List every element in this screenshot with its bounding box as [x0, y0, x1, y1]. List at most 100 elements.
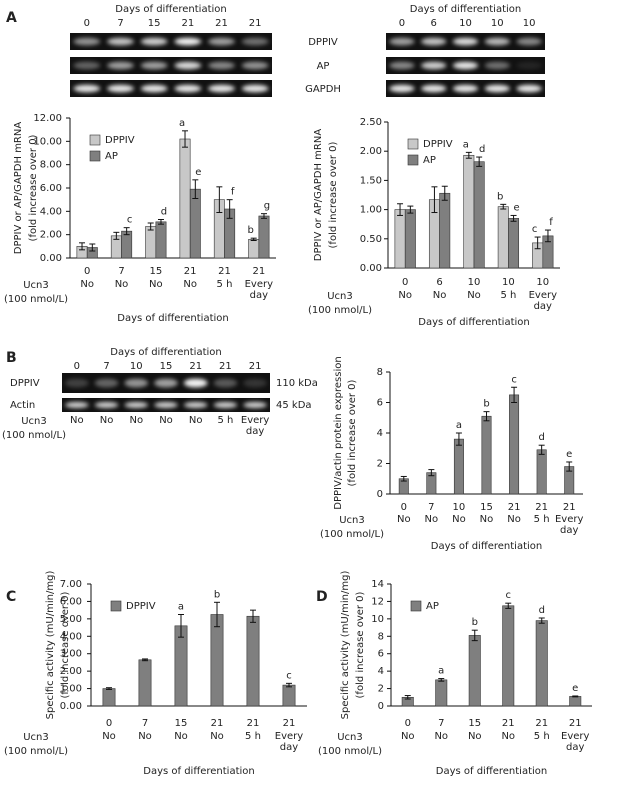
- ucn3-label: (100 nmol/L): [4, 746, 68, 757]
- ucn3-value-box: No: [174, 731, 188, 742]
- ucn3-value-box: No: [129, 415, 143, 426]
- ucn3-value-box: No: [432, 290, 447, 301]
- ucn3-value: No: [102, 731, 116, 742]
- x-tick-label: 21: [211, 718, 224, 729]
- ucn3-label: Ucn3: [327, 291, 353, 302]
- error-bar: [566, 461, 573, 472]
- x-tick-label: 0: [402, 277, 408, 288]
- significance-letter: b: [472, 617, 478, 628]
- significance-letter: c: [127, 215, 133, 226]
- error-bar: [192, 179, 199, 199]
- panel-label: B: [6, 350, 17, 366]
- bar: [246, 615, 260, 707]
- ucn3-value: No: [159, 415, 173, 426]
- bar: [155, 221, 167, 259]
- blot-size-label: 110 kDa: [276, 378, 318, 389]
- y-tick-label: 3.00: [60, 649, 82, 660]
- lane-label: 21: [189, 361, 202, 372]
- ucn3-value: No: [400, 731, 415, 742]
- bar: [138, 659, 152, 707]
- ucn3-value: No: [80, 279, 94, 290]
- blot-size-label: 45 kDa: [276, 400, 312, 411]
- lane-label: 21: [219, 361, 232, 372]
- y-tick-label: 7.00: [60, 579, 82, 590]
- lane-label: 21: [181, 18, 194, 29]
- ucn3-value: No: [467, 290, 481, 301]
- x-tick-label: 7: [428, 502, 434, 513]
- lane-label: 0: [74, 361, 80, 372]
- ucn3-value-box: No: [102, 731, 116, 742]
- error-bar: [431, 186, 438, 214]
- blot-band: [243, 378, 268, 388]
- x-tick-label: 21: [218, 266, 231, 277]
- blot-band: [154, 401, 178, 409]
- ucn3-value: No: [210, 731, 224, 742]
- y-axis-label: (fold increase over 0): [328, 141, 339, 248]
- ucn3-value-box: Every day: [241, 415, 269, 437]
- error-bar: [123, 227, 130, 236]
- error-bar: [572, 695, 579, 698]
- x-tick-label: 0: [405, 718, 411, 729]
- error-bar: [407, 205, 414, 214]
- x-tick-label: 21: [535, 718, 548, 729]
- blot-band: [64, 378, 89, 388]
- bar: [145, 226, 157, 259]
- bar: [502, 605, 515, 707]
- x-axis-label: Days of differentiation: [431, 541, 542, 552]
- ucn3-value-box: No: [467, 731, 482, 742]
- legend-swatch: [110, 600, 122, 612]
- significance-letter: e: [566, 449, 572, 460]
- blot-band: [183, 378, 208, 388]
- x-tick-label: 21: [508, 502, 521, 513]
- legend-label: AP: [105, 151, 118, 162]
- y-axis-label: (fold increase over 0): [355, 591, 366, 698]
- lane-label: 6: [431, 18, 437, 29]
- blot-row-label: DPPIV: [10, 378, 40, 389]
- blot-band: [420, 37, 447, 46]
- bar: [258, 215, 270, 259]
- blot-strip: [70, 33, 272, 50]
- significance-letter: b: [248, 225, 254, 236]
- y-tick-label: 0.00: [60, 701, 82, 712]
- ucn3-value: No: [467, 731, 482, 742]
- legend-label: DPPIV: [126, 601, 156, 612]
- x-axis-label: Days of differentiation: [418, 317, 529, 328]
- blot-band: [241, 37, 269, 46]
- blot-band: [73, 84, 101, 93]
- ucn3-value-box: 5 h: [217, 415, 233, 426]
- significance-letter: a: [178, 602, 184, 613]
- y-tick-label: 6: [378, 649, 384, 660]
- ucn3-value: 5 h: [500, 290, 517, 301]
- ucn3-value: 5 h: [533, 514, 550, 525]
- y-tick-label: 10: [371, 614, 384, 625]
- ucn3-value: No: [424, 514, 439, 525]
- x-axis-label: Days of differentiation: [117, 313, 228, 324]
- lane-label: 21: [215, 18, 228, 29]
- error-bar: [538, 444, 545, 455]
- x-tick-label: 15: [468, 718, 481, 729]
- panel-label: C: [6, 589, 16, 605]
- x-tick-label: 7: [438, 718, 444, 729]
- ucn3-value: No: [432, 290, 447, 301]
- ucn3-value-box: No: [480, 514, 494, 525]
- blot-band: [174, 37, 202, 46]
- error-bar: [441, 185, 448, 201]
- blot-band: [73, 61, 101, 70]
- y-axis-label: Specific activity (mU/min/mg): [45, 571, 56, 720]
- error-bar: [182, 130, 189, 148]
- x-tick-label: 7: [118, 266, 124, 277]
- significance-letter: a: [179, 118, 185, 129]
- blot-band: [389, 84, 415, 93]
- blot-band: [213, 378, 238, 388]
- blot-band: [516, 84, 542, 93]
- error-bar: [178, 614, 184, 638]
- blot-band: [64, 401, 89, 409]
- error-bar: [250, 237, 257, 241]
- x-axis-label: Days of differentiation: [143, 766, 254, 777]
- blot-band: [420, 84, 447, 93]
- error-bar: [79, 242, 86, 251]
- error-bar: [216, 186, 223, 213]
- significance-letter: c: [506, 590, 512, 601]
- ucn3-value: No: [183, 279, 197, 290]
- error-bar: [544, 229, 551, 243]
